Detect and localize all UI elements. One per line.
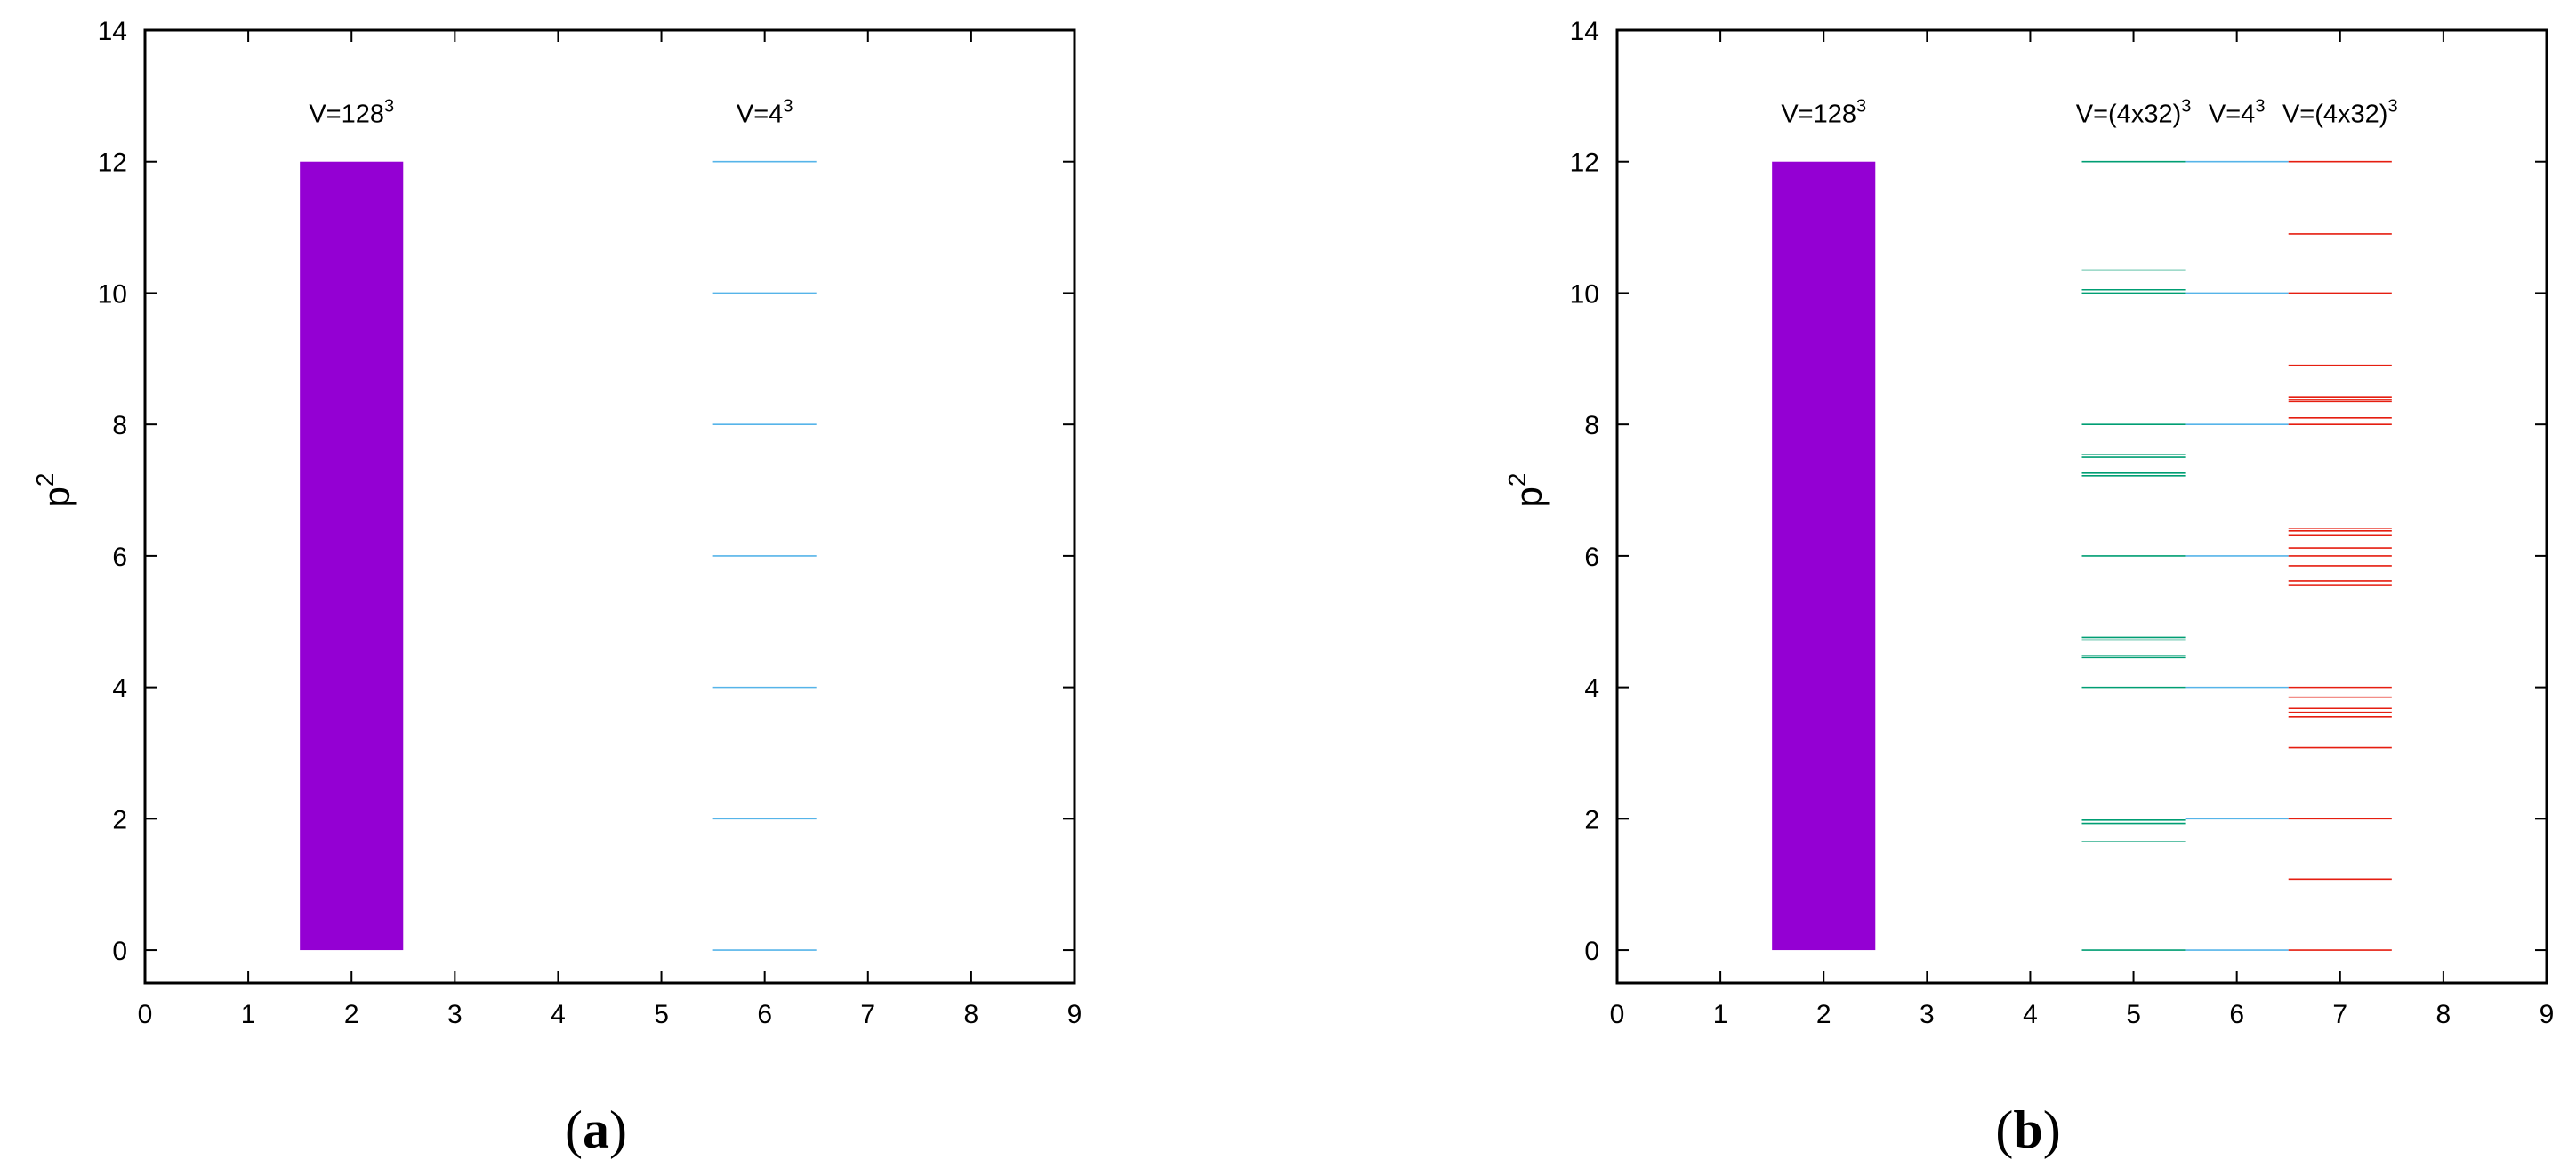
- series-0: [712, 160, 817, 951]
- panel-label-close: ): [2043, 1100, 2061, 1159]
- y-tick-label: 6: [112, 543, 127, 572]
- series-label-superscript: 3: [783, 96, 793, 116]
- band-label: V=1283: [1781, 96, 1866, 128]
- y-tick-label: 2: [1584, 805, 1599, 834]
- y-axis-title-group: p2: [1503, 473, 1550, 508]
- series-2: [2288, 160, 2392, 951]
- x-tick-label: 7: [860, 1000, 875, 1029]
- y-axis-title: p2: [1503, 473, 1550, 508]
- y-tick-label: 10: [1570, 279, 1599, 309]
- plot-frame: [1615, 28, 2548, 985]
- plot-frame: [143, 28, 1076, 985]
- panel-label-close: ): [609, 1100, 627, 1159]
- y-tick-label: 0: [112, 937, 127, 966]
- band-label: V=1283: [309, 96, 394, 128]
- x-tick-label: 8: [2436, 1000, 2451, 1029]
- series-1: [2185, 160, 2289, 951]
- y-axis-title: p2: [31, 473, 77, 508]
- x-tick-label: 5: [654, 1000, 669, 1029]
- y-axis-title-text: p: [36, 487, 77, 507]
- panel-label-letter: b: [2013, 1100, 2042, 1159]
- band-v128: [300, 161, 404, 951]
- y-tick-label: 8: [112, 411, 127, 440]
- series-label: V=43: [2209, 96, 2266, 128]
- panel-label: (a): [565, 1100, 627, 1159]
- y-tick-label: 0: [1584, 937, 1599, 966]
- x-tick-label: 1: [1713, 1000, 1728, 1029]
- band-label-text: V=128: [1781, 100, 1856, 128]
- series-label: V=(4x32)3: [2076, 96, 2192, 128]
- series-label-superscript: 3: [2387, 96, 2397, 116]
- y-tick-label: 12: [1570, 149, 1599, 178]
- panel-label: (b): [1995, 1100, 2060, 1159]
- y-axis-title-superscript: 2: [1503, 473, 1531, 487]
- series-label: V=43: [737, 96, 793, 128]
- x-tick-label: 7: [2332, 1000, 2347, 1029]
- band-label-superscript: 3: [384, 96, 394, 116]
- x-tick-label: 3: [447, 1000, 463, 1029]
- x-tick-label: 9: [1067, 1000, 1083, 1029]
- band-label-text: V=128: [309, 100, 384, 128]
- x-tick-label: 2: [344, 1000, 359, 1029]
- series-label-text: V=4: [2209, 100, 2255, 128]
- x-tick-label: 2: [1816, 1000, 1831, 1029]
- y-tick-label: 4: [1584, 674, 1599, 704]
- y-tick-label: 14: [98, 17, 127, 46]
- y-tick-label: 6: [1584, 543, 1599, 572]
- y-tick-label: 8: [1584, 411, 1599, 440]
- x-tick-label: 4: [551, 1000, 566, 1029]
- panel-label-open: (: [565, 1100, 583, 1159]
- panel-label-letter: a: [583, 1100, 609, 1159]
- x-tick-label: 6: [2229, 1000, 2244, 1029]
- y-axis-title-group: p2: [31, 473, 77, 508]
- series-0: [2081, 160, 2186, 951]
- x-tick-label: 1: [241, 1000, 256, 1029]
- series-label-superscript: 3: [2255, 96, 2265, 116]
- band-label-superscript: 3: [1856, 96, 1866, 116]
- x-tick-label: 0: [138, 1000, 153, 1029]
- x-tick-label: 6: [757, 1000, 772, 1029]
- panel-label-open: (: [1995, 1100, 2013, 1159]
- band-v128: [1772, 161, 1876, 951]
- y-tick-label: 12: [98, 149, 127, 178]
- series-label-text: V=(4x32): [2282, 100, 2387, 128]
- series-label: V=(4x32)3: [2282, 96, 2398, 128]
- x-tick-label: 4: [2023, 1000, 2038, 1029]
- y-tick-label: 2: [112, 805, 127, 834]
- x-tick-label: 8: [964, 1000, 979, 1029]
- y-tick-label: 10: [98, 279, 127, 309]
- x-tick-label: 0: [1610, 1000, 1625, 1029]
- y-tick-label: 14: [1570, 17, 1599, 46]
- x-tick-label: 9: [2540, 1000, 2555, 1029]
- series-label-text: V=4: [737, 100, 783, 128]
- y-axis-title-superscript: 2: [31, 473, 59, 487]
- y-tick-label: 4: [112, 674, 127, 704]
- x-tick-label: 3: [1920, 1000, 1935, 1029]
- series-label-text: V=(4x32): [2076, 100, 2181, 128]
- y-axis-title-text: p: [1508, 487, 1550, 507]
- series-label-superscript: 3: [2181, 96, 2191, 116]
- x-tick-label: 5: [2126, 1000, 2141, 1029]
